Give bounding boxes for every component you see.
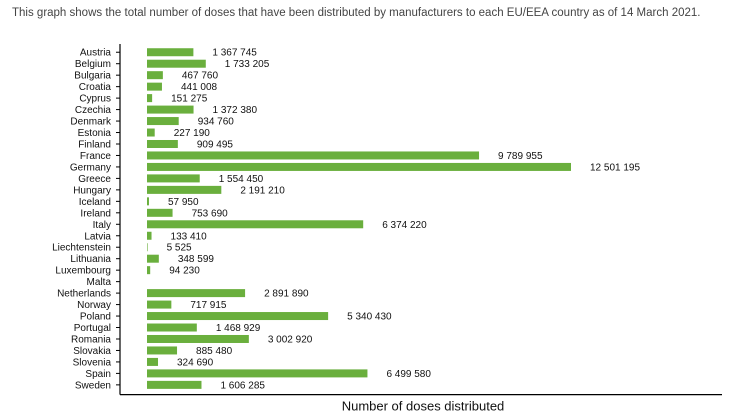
bar-latvia — [147, 231, 152, 240]
value-label-cyprus: 151 275 — [171, 94, 208, 105]
value-label-netherlands: 2 891 890 — [264, 289, 309, 300]
value-label-romania: 3 002 920 — [268, 334, 313, 345]
category-label-bulgaria: Bulgaria — [74, 71, 111, 82]
value-label-latvia: 133 410 — [171, 231, 208, 242]
bar-spain — [147, 369, 368, 378]
bar-norway — [147, 300, 172, 309]
category-label-belgium: Belgium — [75, 59, 111, 70]
value-label-denmark: 934 760 — [198, 117, 235, 128]
bars-group — [147, 48, 571, 389]
category-labels-group: AustriaBelgiumBulgariaCroatiaCyprusCzech… — [52, 48, 120, 391]
bar-denmark — [147, 117, 179, 126]
value-label-iceland: 57 950 — [168, 197, 199, 208]
bar-cyprus — [147, 94, 153, 103]
category-label-france: France — [80, 151, 112, 162]
bar-czechia — [147, 105, 194, 114]
value-label-sweden: 1 606 285 — [220, 380, 265, 391]
value-label-slovenia: 324 690 — [177, 357, 214, 368]
bar-lithuania — [147, 254, 159, 263]
category-label-slovakia: Slovakia — [73, 346, 111, 357]
value-label-liechtenstein: 5 525 — [167, 243, 192, 254]
category-label-netherlands: Netherlands — [57, 289, 111, 300]
value-label-bulgaria: 467 760 — [182, 71, 219, 82]
value-label-luxembourg: 94 230 — [169, 266, 200, 277]
category-label-estonia: Estonia — [78, 128, 112, 139]
bar-portugal — [147, 323, 197, 332]
bar-germany — [147, 162, 571, 171]
bar-ireland — [147, 208, 173, 217]
bar-romania — [147, 334, 249, 343]
category-label-cyprus: Cyprus — [79, 94, 111, 105]
bar-greece — [147, 174, 200, 183]
category-label-poland: Poland — [80, 312, 111, 323]
value-label-ireland: 753 690 — [192, 208, 229, 219]
bar-luxembourg — [147, 266, 151, 275]
value-label-portugal: 1 468 929 — [216, 323, 261, 334]
bar-liechtenstein — [147, 243, 148, 252]
category-label-luxembourg: Luxembourg — [55, 266, 111, 277]
value-label-italy: 6 374 220 — [382, 220, 427, 231]
value-label-croatia: 441 008 — [181, 82, 218, 93]
value-label-greece: 1 554 450 — [219, 174, 264, 185]
value-label-slovakia: 885 480 — [196, 346, 233, 357]
value-label-france: 9 789 955 — [498, 151, 543, 162]
value-label-germany: 12 501 195 — [590, 162, 640, 173]
bar-slovakia — [147, 346, 178, 355]
value-label-czechia: 1 372 380 — [213, 105, 258, 116]
category-label-slovenia: Slovenia — [73, 357, 112, 368]
category-label-germany: Germany — [70, 162, 111, 173]
category-label-czechia: Czechia — [75, 105, 112, 116]
bar-croatia — [147, 82, 162, 91]
bar-belgium — [147, 59, 206, 68]
category-label-austria: Austria — [80, 48, 112, 59]
category-label-sweden: Sweden — [75, 380, 111, 391]
bar-poland — [147, 312, 329, 321]
chart-caption: This graph shows the total number of dos… — [12, 7, 701, 19]
value-label-poland: 5 340 430 — [347, 312, 392, 323]
bar-italy — [147, 220, 364, 229]
bar-sweden — [147, 380, 202, 389]
category-label-norway: Norway — [77, 300, 111, 311]
category-label-malta: Malta — [87, 277, 112, 288]
category-label-hungary: Hungary — [73, 185, 111, 196]
category-label-portugal: Portugal — [74, 323, 111, 334]
bar-estonia — [147, 128, 155, 137]
bar-france — [147, 151, 480, 160]
value-label-belgium: 1 733 205 — [225, 59, 270, 70]
bar-hungary — [147, 185, 222, 194]
value-label-lithuania: 348 599 — [178, 254, 215, 265]
category-label-finland: Finland — [78, 139, 111, 150]
category-label-greece: Greece — [78, 174, 111, 185]
category-label-romania: Romania — [71, 334, 111, 345]
category-label-latvia: Latvia — [84, 231, 111, 242]
x-axis-label: Number of doses distributed — [342, 399, 505, 414]
value-label-spain: 6 499 580 — [386, 369, 431, 380]
bar-netherlands — [147, 289, 246, 298]
category-label-liechtenstein: Liechtenstein — [52, 243, 111, 254]
bar-slovenia — [147, 357, 159, 366]
category-label-spain: Spain — [85, 369, 111, 380]
value-label-estonia: 227 190 — [174, 128, 211, 139]
value-label-finland: 909 495 — [197, 139, 234, 150]
bar-iceland — [147, 197, 149, 206]
bar-austria — [147, 48, 194, 57]
category-label-iceland: Iceland — [79, 197, 111, 208]
value-label-hungary: 2 191 210 — [240, 185, 285, 196]
bar-bulgaria — [147, 71, 163, 80]
category-label-ireland: Ireland — [80, 208, 111, 219]
value-label-austria: 1 367 745 — [212, 48, 257, 59]
category-label-lithuania: Lithuania — [70, 254, 111, 265]
bar-finland — [147, 139, 178, 148]
category-label-italy: Italy — [93, 220, 111, 231]
value-label-norway: 717 915 — [190, 300, 227, 311]
category-label-denmark: Denmark — [70, 117, 112, 128]
category-label-croatia: Croatia — [79, 82, 112, 93]
